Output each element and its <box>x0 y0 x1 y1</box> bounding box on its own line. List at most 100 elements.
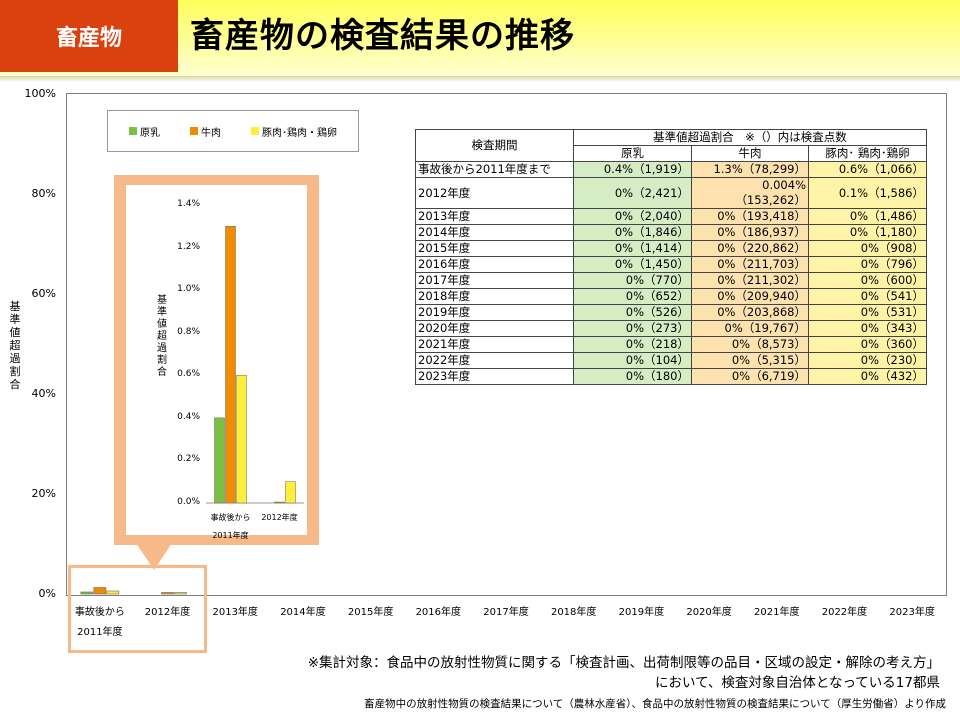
inset-y-tick-label: 1.2% <box>177 241 200 252</box>
table-row: 2013年度 0%（2,040） 0%（193,418） 0%（1,486） <box>415 208 927 225</box>
table-cell-period: 2016年度 <box>415 256 574 273</box>
table-cell-milk: 0%（2,040） <box>573 208 692 225</box>
x-tick-label: 2023年度 <box>889 607 935 618</box>
inset-y-tick-label: 1.4% <box>177 199 200 209</box>
inset-y-axis-label: 基準値超過割合 <box>157 295 167 378</box>
inset-x-tick-label: 事故後から 2011年度 <box>210 513 251 540</box>
inset-frame: 1.4% 1.2% 1.0% 0.8% 0.6% 0.4% 0.2% 0.0% 基準値超過割合… <box>114 175 319 545</box>
chart-legend: 原乳 牛肉 豚肉･鶏肉・鶏卵 <box>107 110 359 152</box>
table-row: 2012年度 0%（2,421） 0.004% （153,262） 0.1%（1,58… <box>415 177 927 209</box>
x-tick-label: 2013年度 <box>212 607 258 618</box>
legend-item-milk: 原乳 <box>129 124 160 139</box>
table-cell-pork: 0%（908） <box>808 240 927 257</box>
table-cell-beef: 0%（209,940） <box>691 288 809 305</box>
note-text: ※集計対象：食品中の放射性物質に関する「検査計画、出荷制限等の品目・区域の設定・… <box>307 655 940 691</box>
inset-bar <box>274 501 285 504</box>
table-header-beef: 牛肉 <box>691 145 809 162</box>
table-cell-pork: 0%（541） <box>808 288 927 305</box>
category-tag: 畜産物 <box>0 0 178 72</box>
legend-label-beef: 牛肉 <box>201 127 221 139</box>
legend-swatch-beef <box>190 127 198 135</box>
x-tick-label: 2019年度 <box>618 607 665 618</box>
table-cell-pork: 0%（360） <box>808 336 927 353</box>
table-cell-beef: 0%（220,862） <box>691 240 809 257</box>
table-row: 2022年度 0%（104） 0%（5,315） 0%（230） <box>415 352 927 369</box>
x-tick-label: 2017年度 <box>483 607 529 618</box>
table-cell-period: 2023年度 <box>415 368 574 385</box>
table-cell-period: 2013年度 <box>415 208 574 225</box>
table-cell-milk: 0%（218） <box>573 336 692 353</box>
main-y-axis-label: 基準値超過割合 <box>9 300 21 391</box>
table-cell-pork: 0.1%（1,586） <box>808 177 927 209</box>
table-header-pork: 豚肉･ 鶏肉･鶏卵 <box>808 145 927 162</box>
legend-item-pork: 豚肉･鶏肉・鶏卵 <box>251 124 337 139</box>
table-row: 2017年度 0%（770） 0%（211,302） 0%（600） <box>415 272 927 289</box>
table-cell-pork: 0%（1,486） <box>808 208 927 225</box>
table-cell-pork: 0%（432） <box>808 368 927 385</box>
source-text: 畜産物中の放射性物質の検査結果について（農林水産省）、食品中の放射性物質の検査結… <box>364 698 946 710</box>
legend-swatch-pork <box>251 127 259 135</box>
table-row: 2021年度 0%（218） 0%（8,573） 0%（360） <box>415 336 927 353</box>
table-row: 2015年度 0%（1,414） 0%（220,862） 0%（908） <box>415 240 927 257</box>
table-cell-milk: 0%（104） <box>573 352 692 369</box>
table-cell-pork: 0%（230） <box>808 352 927 369</box>
table-cell-milk: 0%（1,450） <box>573 256 692 273</box>
inset-pointer <box>134 540 174 570</box>
table-body: 事故後から2011年度まで 0.4%（1,919） 1.3%（78,299） 0.6%… <box>415 161 927 385</box>
table-cell-pork: 0%（600） <box>808 272 927 289</box>
table-cell-beef: 0%（203,868） <box>691 304 809 321</box>
table-cell-period: 2018年度 <box>415 288 574 305</box>
table-cell-milk: 0%（273） <box>573 320 692 337</box>
table-cell-milk: 0%（770） <box>573 272 692 289</box>
results-table: 検査期間 基準値超過割合 ※（）内は検査点数 原乳 牛肉 豚肉･ 鶏肉･鶏卵 事… <box>415 129 927 385</box>
table-header-group: 基準値超過割合 ※（）内は検査点数 <box>573 129 927 146</box>
table-cell-milk: 0.4%（1,919） <box>573 161 692 178</box>
table-cell-pork: 0%（796） <box>808 256 927 273</box>
table-cell-period: 2020年度 <box>415 320 574 337</box>
x-tick-label: 2021年度 <box>754 607 800 618</box>
inset-y-tick-label: 0.2% <box>177 454 200 465</box>
table-cell-milk: 0%（2,421） <box>573 177 692 209</box>
table-cell-pork: 0%（343） <box>808 320 927 337</box>
y-tick-label: 20% <box>31 487 56 500</box>
zoom-highlight-box <box>68 565 207 653</box>
y-tick-label: 40% <box>31 387 56 400</box>
table-row: 2018年度 0%（652） 0%（209,940） 0%（541） <box>415 288 927 305</box>
table-cell-beef: 0%（193,418） <box>691 208 809 225</box>
table-header-period: 検査期間 <box>415 129 574 162</box>
x-tick-label: 事故後から 2011年度 <box>74 607 125 638</box>
x-tick-label: 2018年度 <box>550 607 597 618</box>
inset-y-tick-label: 0.6% <box>177 369 200 380</box>
table-cell-period: 事故後から2011年度まで <box>415 161 574 178</box>
y-tick-label: 100% <box>24 87 56 100</box>
table-cell-milk: 0%（526） <box>573 304 692 321</box>
inset-x-tick-label: 2012年度 <box>261 513 298 522</box>
x-tick-label: 2016年度 <box>415 607 462 618</box>
header-shadow <box>0 76 960 82</box>
inset-y-tick-label: 0.8% <box>177 326 200 337</box>
table-cell-milk: 0%（1,846） <box>573 224 692 241</box>
table-row: 2016年度 0%（1,450） 0%（211,703） 0%（796） <box>415 256 927 273</box>
table-header-milk: 原乳 <box>573 145 692 162</box>
inset-bar <box>214 417 225 504</box>
table-cell-period: 2015年度 <box>415 240 574 257</box>
x-tick-label: 2020年度 <box>686 607 732 618</box>
table-row: 事故後から2011年度まで 0.4%（1,919） 1.3%（78,299） 0.6%… <box>415 161 927 178</box>
table-cell-period: 2014年度 <box>415 224 574 241</box>
table-cell-beef: 0%（5,315） <box>691 352 809 369</box>
table-cell-beef: 1.3%（78,299） <box>691 161 809 178</box>
table-row: 2020年度 0%（273） 0%（19,767） 0%（343） <box>415 320 927 337</box>
table-cell-beef: 0%（6,719） <box>691 368 809 385</box>
inset-bar <box>236 375 247 504</box>
page-title: 畜産物の検査結果の推移 <box>190 16 575 56</box>
inset-bar <box>285 481 296 504</box>
table-cell-beef: 0%（211,302） <box>691 272 809 289</box>
y-tick-label: 60% <box>31 287 56 300</box>
y-tick-label: 0% <box>38 587 56 600</box>
table-cell-period: 2021年度 <box>415 336 574 353</box>
inset-y-tick-label: 0.4% <box>177 411 200 422</box>
table-cell-beef: 0.004% （153,262） <box>691 177 809 209</box>
inset-bars <box>206 226 304 504</box>
inset-bar <box>225 226 236 504</box>
table-row: 2019年度 0%（526） 0%（203,868） 0%（531） <box>415 304 927 321</box>
